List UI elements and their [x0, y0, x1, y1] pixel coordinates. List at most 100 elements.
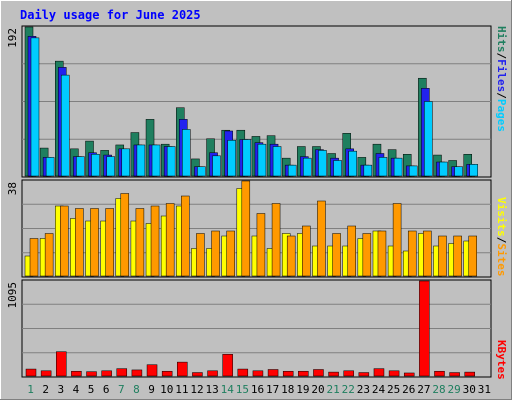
kbytes-bar	[177, 361, 188, 377]
pages-bar	[393, 157, 403, 177]
sites-bar	[29, 238, 39, 277]
day-label: 26	[402, 383, 415, 396]
y-max-label: 1095	[6, 282, 19, 309]
sites-bar	[302, 225, 311, 277]
kbytes-bar	[343, 370, 354, 377]
day-label: 23	[357, 383, 370, 396]
pages-bar	[182, 129, 191, 177]
pages-bar	[61, 74, 70, 177]
y-max-label: 192	[6, 28, 19, 48]
kbytes-bar	[313, 369, 324, 377]
pages-bar	[166, 146, 176, 177]
day-label: 12	[190, 383, 203, 396]
kbytes-bar	[207, 370, 218, 377]
sites-bar	[392, 203, 402, 277]
pages-bar	[287, 164, 297, 177]
day-label: 19	[296, 383, 309, 396]
legend-kbytes: KBytes	[495, 340, 508, 380]
sites-bar	[256, 213, 266, 277]
chart-panels: 192 38 1095	[6, 25, 492, 378]
day-label: 4	[73, 383, 80, 396]
sites-bar	[286, 235, 296, 277]
sites-bar	[75, 208, 84, 277]
sites-bar	[226, 230, 235, 277]
sites-bar	[165, 203, 175, 277]
pages-bar	[197, 166, 206, 177]
day-label: 6	[103, 383, 110, 396]
kbytes-bar	[328, 371, 339, 377]
kbytes-bar	[71, 370, 82, 377]
kbytes-bar	[449, 372, 460, 377]
kbytes-bar	[298, 370, 309, 377]
sites-bar	[44, 233, 54, 277]
sites-bar	[453, 235, 462, 277]
sites-bar	[60, 205, 69, 277]
kbytes-bar	[161, 370, 173, 377]
pages-bar	[91, 154, 100, 177]
day-label: 25	[387, 383, 400, 396]
sites-bar	[377, 230, 387, 277]
day-label: 8	[133, 383, 140, 396]
sites-bar	[105, 208, 114, 277]
panel-hits-files-pages: 192	[6, 25, 492, 178]
kbytes-bar	[464, 371, 475, 377]
day-label: 5	[88, 383, 95, 396]
legends: Hits/Files/Pages Visits/Sites KBytes	[495, 26, 508, 380]
sites-bar	[317, 200, 326, 277]
day-label: 16	[251, 383, 264, 396]
pages-bar	[106, 156, 115, 177]
legend-hits-files-pages: Hits/Files/Pages	[495, 26, 508, 132]
pages-bar	[242, 139, 252, 177]
sites-bar	[438, 235, 447, 277]
sites-bar	[211, 230, 220, 277]
kbytes-bar	[434, 370, 445, 377]
kbytes-bar	[40, 370, 52, 377]
chart-title: Daily usage for June 2025	[20, 8, 201, 22]
sites-bar	[271, 203, 281, 277]
day-label: 13	[205, 383, 218, 396]
pages-bar	[469, 164, 478, 177]
day-label: 15	[236, 383, 249, 396]
kbytes-bar	[56, 351, 67, 377]
kbytes-bar	[403, 372, 415, 377]
panel-visits-sites: 38	[6, 179, 492, 278]
sites-bar	[150, 205, 160, 277]
day-label: 27	[417, 383, 430, 396]
sites-bar	[362, 233, 372, 277]
pages-bar	[212, 155, 221, 177]
day-label: 9	[148, 383, 155, 396]
kbytes-bar	[388, 370, 400, 377]
day-label: 21	[327, 383, 340, 396]
pages-bar	[121, 148, 131, 177]
kbytes-bar	[267, 369, 279, 377]
kbytes-bar	[86, 371, 97, 377]
kbytes-bar	[358, 372, 370, 377]
sites-bar	[196, 233, 205, 277]
kbytes-bar	[101, 370, 112, 377]
legend-visits-sites: Visits/Sites	[495, 197, 508, 277]
sites-bar	[241, 180, 251, 277]
kbytes-bar	[146, 364, 158, 377]
pages-bar	[363, 164, 373, 177]
pages-bar	[227, 140, 236, 177]
day-label: 30	[463, 383, 476, 396]
kbytes-bar	[373, 368, 385, 377]
day-label: 28	[432, 383, 445, 396]
day-label: 10	[160, 383, 173, 396]
pages-bar	[318, 150, 327, 177]
sites-bar	[181, 195, 190, 277]
day-label: 2	[42, 383, 49, 396]
pages-bar	[348, 150, 357, 177]
pages-bar	[303, 157, 312, 177]
pages-bar	[76, 156, 85, 177]
sites-bar	[407, 230, 417, 277]
y-max-label: 38	[6, 182, 19, 195]
sites-bar	[135, 208, 145, 277]
kbytes-bar	[222, 354, 233, 377]
pages-bar	[136, 144, 146, 177]
day-label: 3	[58, 383, 65, 396]
pages-bar	[151, 144, 161, 177]
day-label: 14	[221, 383, 235, 396]
panel-kbytes: 1095	[6, 279, 492, 378]
